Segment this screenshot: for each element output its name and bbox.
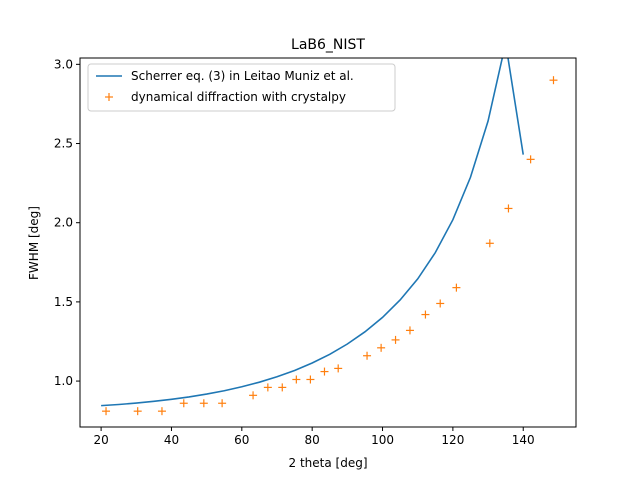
data-point [549, 76, 558, 85]
y-tick-label: 2.5 [54, 137, 73, 151]
y-tick-label: 3.0 [54, 57, 73, 71]
data-point [133, 407, 142, 416]
x-tick-label: 60 [234, 433, 249, 447]
x-tick-label: 80 [305, 433, 320, 447]
data-point [320, 367, 329, 376]
data-point [249, 391, 258, 400]
data-point [421, 310, 430, 319]
data-point [263, 383, 272, 392]
y-axis-label: FWHM [deg] [27, 206, 41, 280]
data-point [179, 399, 188, 408]
data-point [485, 239, 494, 248]
legend-box [87, 63, 396, 112]
legend-label: Scherrer eq. (3) in Leitao Muniz et al. [131, 69, 354, 83]
x-tick-label: 40 [164, 433, 179, 447]
plot-area [79, 57, 577, 428]
data-point [436, 299, 445, 308]
series-line-0 [101, 58, 525, 407]
data-point [377, 343, 386, 352]
chart-title: LaB6_NIST [291, 37, 365, 53]
data-point [452, 283, 461, 292]
plot-frame [79, 57, 577, 428]
data-point [334, 364, 343, 373]
data-point [391, 335, 400, 344]
x-tick-label: 20 [93, 433, 108, 447]
data-point [363, 351, 372, 360]
data-point [526, 155, 535, 164]
y-tick-label: 1.5 [54, 295, 73, 309]
legend: Scherrer eq. (3) in Leitao Muniz et al. d… [87, 63, 396, 112]
x-tick-label: 100 [371, 433, 394, 447]
data-point [218, 399, 227, 408]
legend-label: dynamical diffraction with crystalpy [131, 90, 346, 104]
data-point [292, 375, 301, 384]
x-tick-label: 120 [441, 433, 464, 447]
x-axis: 20 40 60 80 100 120 140 [93, 427, 535, 447]
data-point [199, 399, 208, 408]
x-tick-label: 140 [512, 433, 535, 447]
data-point [405, 326, 414, 335]
data-point [157, 407, 166, 416]
data-point [102, 407, 111, 416]
x-axis-label: 2 theta [deg] [289, 456, 368, 470]
y-axis: 1.0 1.5 2.0 2.5 3.0 [54, 57, 80, 388]
y-tick-label: 1.0 [54, 374, 73, 388]
data-point [306, 375, 315, 384]
data-point [504, 204, 513, 213]
data-point [278, 383, 287, 392]
y-tick-label: 2.0 [54, 216, 73, 230]
